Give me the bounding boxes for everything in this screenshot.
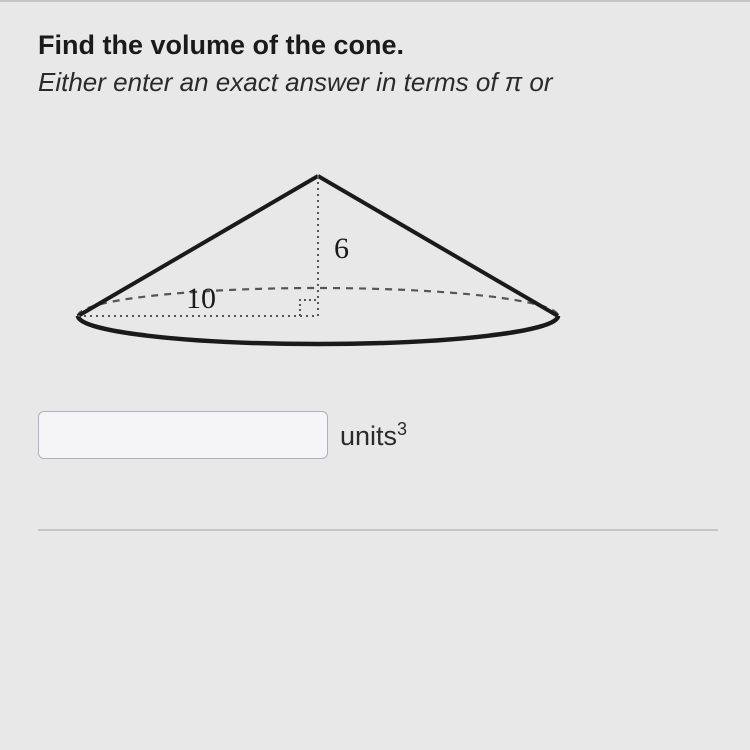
answer-row: units3 <box>38 411 750 459</box>
exercise-page: Find the volume of the cone. Either ente… <box>0 0 750 750</box>
base-ellipse-front <box>78 316 558 344</box>
radius-label: 10 <box>186 282 216 315</box>
answer-input[interactable] <box>38 411 328 459</box>
height-label: 6 <box>334 232 349 265</box>
bottom-divider <box>38 529 718 531</box>
prompt-subtitle: Either enter an exact answer in terms of… <box>38 67 750 98</box>
cone-side-right <box>318 176 558 316</box>
unit-base: units <box>340 421 397 451</box>
unit-label: units3 <box>340 419 407 452</box>
right-angle-marker <box>300 300 318 316</box>
prompt-title: Find the volume of the cone. <box>38 30 750 61</box>
cone-figure: 6 10 <box>38 146 598 366</box>
unit-exponent: 3 <box>397 419 407 439</box>
